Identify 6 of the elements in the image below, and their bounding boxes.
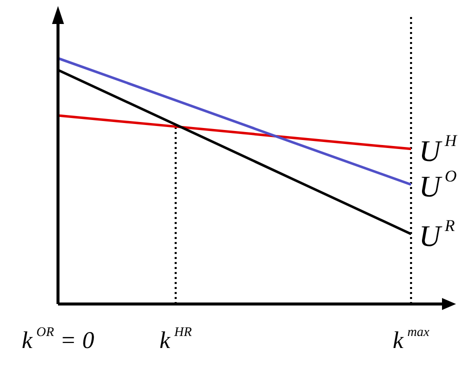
series-label: U$^{H}$ <box>419 130 458 168</box>
series-label: U$^{R}$ <box>419 216 455 253</box>
x-tick-label: k$^{max}$ <box>392 324 430 354</box>
series-label: U$^{O}$ <box>419 166 457 204</box>
x-tick-label: k$^{OR}$ = 0 <box>22 324 94 354</box>
x-tick-label: k$^{HR}$ <box>160 324 192 354</box>
